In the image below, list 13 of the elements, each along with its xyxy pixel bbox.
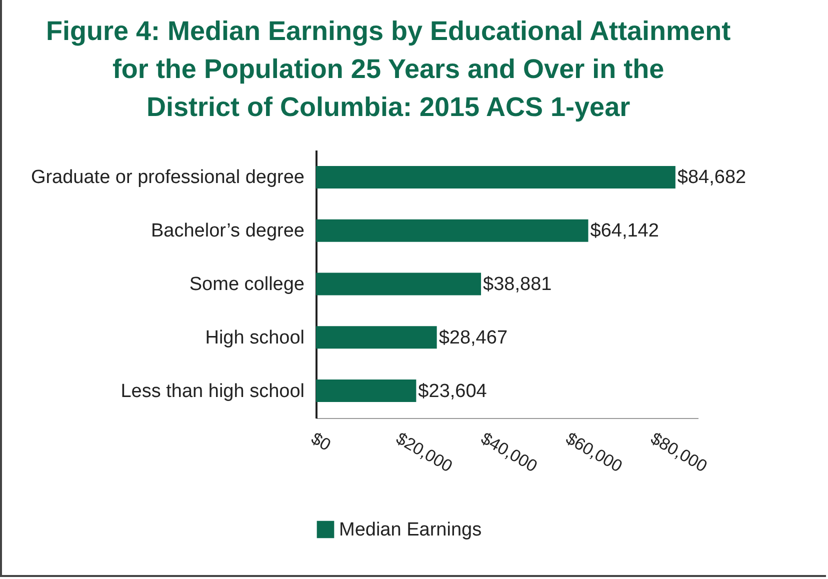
text: $38,881 [483, 274, 552, 295]
y-tick-label: Graduate or professional degree [30, 167, 304, 188]
x-tick-label: $0 [308, 428, 334, 455]
text: $28,467 [438, 327, 508, 348]
chart-title: Figure 4: Median Earnings by Educational Attainment for the Population 25 Years and Over in the District of Columbia: 2015 ACS 1-year [46, 16, 731, 122]
y-tick-label: High school [205, 327, 304, 348]
text: $64,142 [590, 220, 659, 242]
text: $84,682 [677, 167, 746, 188]
y-tick-label: Bachelor’s degree [150, 220, 304, 242]
text: $23,604 [418, 380, 487, 402]
legend-label: Median Earnings [339, 520, 482, 540]
y-tick-label: Less than high school [120, 380, 304, 402]
y-tick-label: Some college [189, 274, 304, 295]
